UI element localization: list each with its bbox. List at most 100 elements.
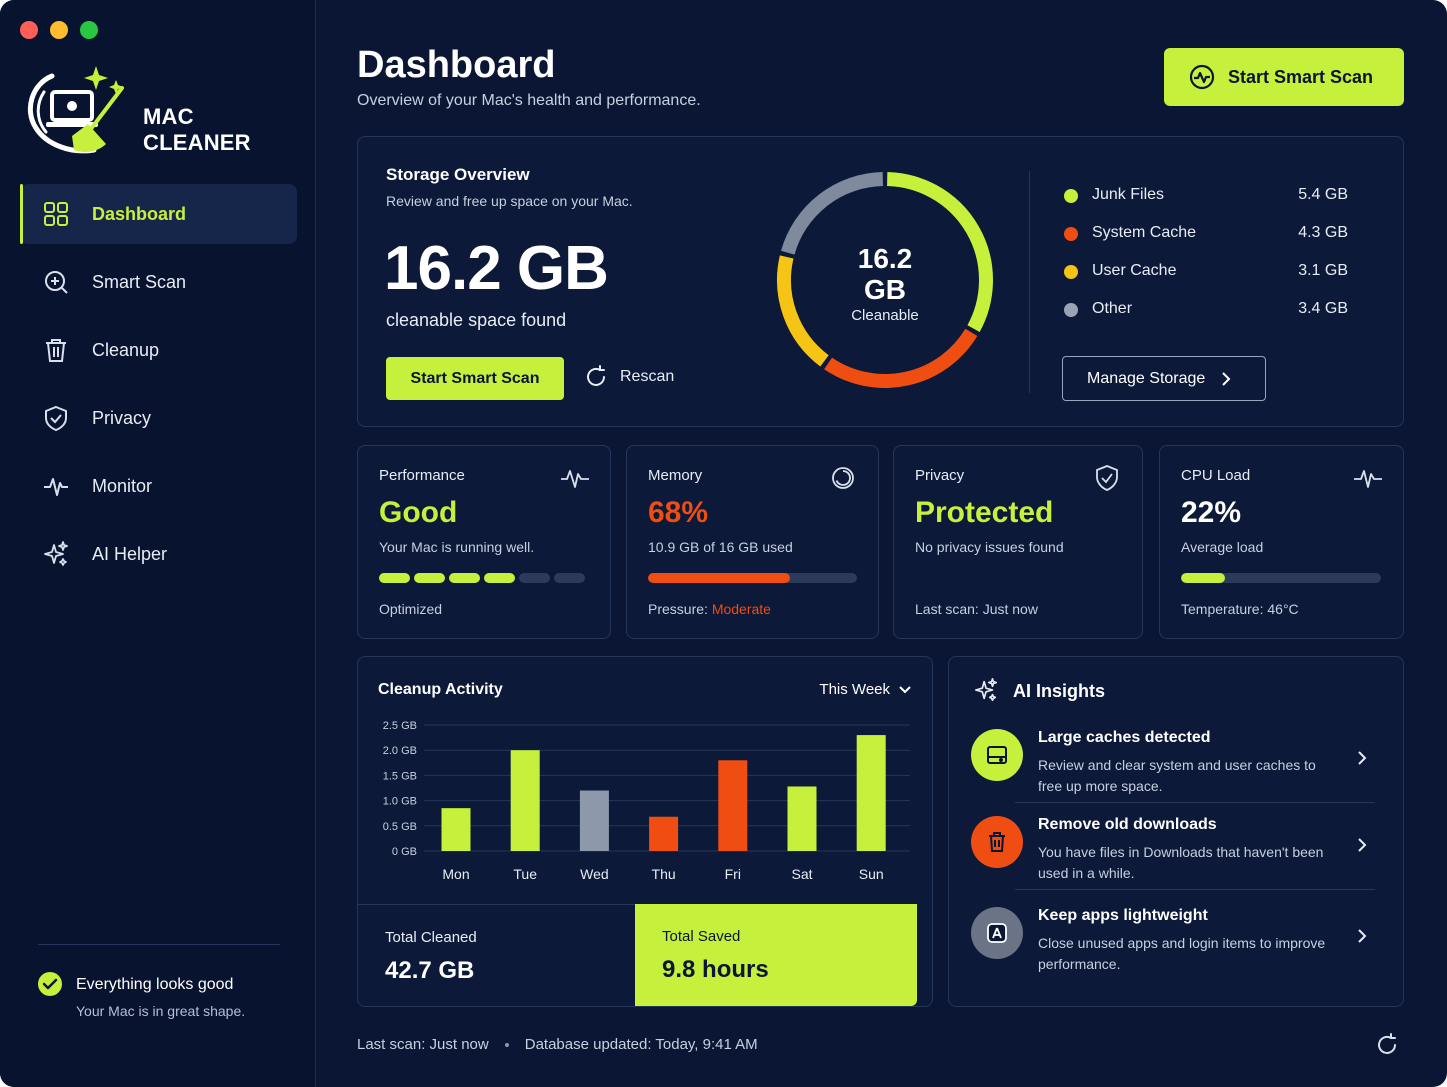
sparkle-icon [44, 541, 68, 566]
privacy-card[interactable]: Privacy Protected No privacy issues foun… [893, 445, 1143, 639]
memory-progress-bar [648, 573, 857, 583]
pulse-icon [44, 478, 68, 496]
scan-icon [45, 271, 68, 294]
total-saved-panel: Total Saved 9.8 hours [635, 904, 917, 1006]
activity-title: Cleanup Activity [378, 681, 503, 698]
sidebar-item-label: Monitor [92, 475, 153, 496]
legend-name: Other [1092, 300, 1133, 317]
insight-desc: You have files in Downloads that haven't… [1038, 844, 1324, 881]
bar-thu [649, 816, 679, 851]
cleanable-caption: cleanable space found [386, 310, 567, 330]
sidebar-item-ai-helper[interactable]: AI Helper [20, 524, 297, 584]
chevron-right-icon [1358, 838, 1367, 852]
sidebar-item-label: Dashboard [92, 203, 187, 224]
drive-icon [971, 729, 1023, 781]
legend-item-other: Other 3.4 GB [1064, 299, 1348, 337]
performance-value: Good [379, 496, 458, 529]
sidebar-divider [38, 944, 280, 945]
manage-storage-button[interactable]: Manage Storage [1062, 356, 1266, 401]
zoom-window-button[interactable] [80, 21, 98, 39]
chevron-right-icon [1358, 929, 1367, 943]
sidebar-item-privacy[interactable]: Privacy [20, 388, 297, 448]
performance-segment [519, 573, 550, 583]
legend-value: 3.1 GB [1298, 262, 1348, 279]
start-smart-scan-label: Start Smart Scan [1228, 66, 1374, 87]
close-window-button[interactable] [20, 21, 38, 39]
footer-separator [504, 1042, 509, 1047]
legend-value: 4.3 GB [1298, 224, 1348, 241]
memory-pressure-label: Pressure: [648, 601, 708, 617]
privacy-subtitle: No privacy issues found [915, 539, 1064, 555]
bar-mon [441, 808, 471, 851]
bar-fri [718, 760, 748, 851]
insights-title: AI Insights [1013, 681, 1106, 701]
y-tick-label: 0 GB [392, 846, 417, 858]
privacy-footer: Last scan: Just now [915, 601, 1038, 617]
cpu-load-card[interactable]: CPU Load 22% Average load Temperature: 4… [1159, 445, 1404, 639]
refresh-icon[interactable] [1374, 1032, 1400, 1058]
activity-range-dropdown[interactable]: This Week [819, 681, 912, 698]
total-cleaned-label: Total Cleaned [385, 929, 477, 946]
memory-footer: Pressure: Moderate [648, 601, 771, 617]
cpu-progress-fill [1181, 573, 1225, 583]
y-tick-label: 1.5 GB [383, 770, 417, 782]
legend-item-system-cache: System Cache 4.3 GB [1064, 223, 1348, 261]
insight-desc: Close unused apps and login items to imp… [1038, 935, 1326, 972]
privacy-title: Privacy [915, 467, 965, 484]
storage-subtitle: Review and free up space on your Mac. [386, 193, 633, 209]
legend-name: Junk Files [1092, 186, 1165, 203]
performance-segment-bar [379, 573, 585, 583]
pulse-icon [1354, 470, 1382, 488]
memory-progress-fill [648, 573, 791, 583]
storage-legend: Junk Files 5.4 GB System Cache 4.3 GB Us… [1064, 185, 1348, 337]
memory-title: Memory [648, 467, 703, 484]
legend-dot [1064, 265, 1078, 279]
manage-storage-label: Manage Storage [1087, 369, 1206, 387]
status-footer: Last scan: Just now Database updated: To… [357, 1036, 758, 1053]
minimize-window-button[interactable] [50, 21, 68, 39]
ai-insights-card: AI Insights Large caches detected Review… [948, 656, 1404, 1007]
y-tick-label: 0.5 GB [383, 821, 417, 833]
start-smart-scan-button[interactable]: Start Smart Scan [1164, 48, 1404, 106]
footer-last-scan: Last scan: Just now [357, 1036, 489, 1053]
chevron-right-icon [1358, 751, 1367, 765]
cleanable-total: 16.2 GB [384, 234, 609, 303]
donut-slice-other [781, 172, 884, 255]
rescan-button[interactable]: Rescan [584, 365, 674, 389]
x-tick-label: Thu [652, 866, 676, 882]
storage-start-scan-button[interactable]: Start Smart Scan [386, 357, 564, 400]
insight-divider [1015, 802, 1375, 803]
donut-center: 16.2 GB Cleanable [774, 243, 996, 324]
cleanup-activity-card: Cleanup Activity This Week 0 GB 0.5 GB 1.0… [357, 656, 933, 1007]
donut-value: 16.2 [857, 243, 913, 274]
page-subtitle: Overview of your Mac's health and perfor… [357, 92, 701, 109]
legend-dot [1064, 189, 1078, 203]
insight-title: Remove old downloads [1038, 816, 1217, 833]
window-controls [20, 21, 98, 39]
cpu-subtitle: Average load [1181, 539, 1264, 555]
memory-subtitle: 10.9 GB of 16 GB used [648, 539, 793, 555]
y-tick-label: 1.0 GB [383, 796, 417, 808]
performance-title: Performance [379, 467, 465, 484]
bar-sun [856, 735, 886, 851]
performance-subtitle: Your Mac is running well. [379, 539, 535, 555]
sidebar-item-cleanup[interactable]: Cleanup [20, 320, 297, 380]
sidebar-item-monitor[interactable]: Monitor [20, 456, 297, 516]
bar-wed [579, 790, 609, 851]
donut-slice-user-cache [777, 255, 829, 367]
total-saved-value: 9.8 hours [662, 956, 769, 983]
sidebar-item-smart-scan[interactable]: Smart Scan [20, 252, 297, 312]
scan-pulse-icon [1189, 64, 1215, 90]
memory-card[interactable]: Memory 68% 10.9 GB of 16 GB used Pressur… [626, 445, 879, 639]
insight-title: Large caches detected [1038, 729, 1211, 746]
x-tick-label: Sat [791, 866, 812, 882]
x-tick-label: Mon [442, 866, 469, 882]
memory-value: 68% [648, 496, 709, 529]
cleanup-bar-chart: 0 GB 0.5 GB 1.0 GB 1.5 GB 2.0 GB 2.5 GB Mon Tue… [383, 720, 910, 882]
performance-card[interactable]: Performance Good Your Mac is running wel… [357, 445, 611, 639]
status-subtitle: Your Mac is in great shape. [76, 1003, 246, 1019]
legend-dot [1064, 227, 1078, 241]
sidebar-item-dashboard[interactable]: Dashboard [20, 184, 297, 244]
x-tick-label: Wed [580, 866, 609, 882]
